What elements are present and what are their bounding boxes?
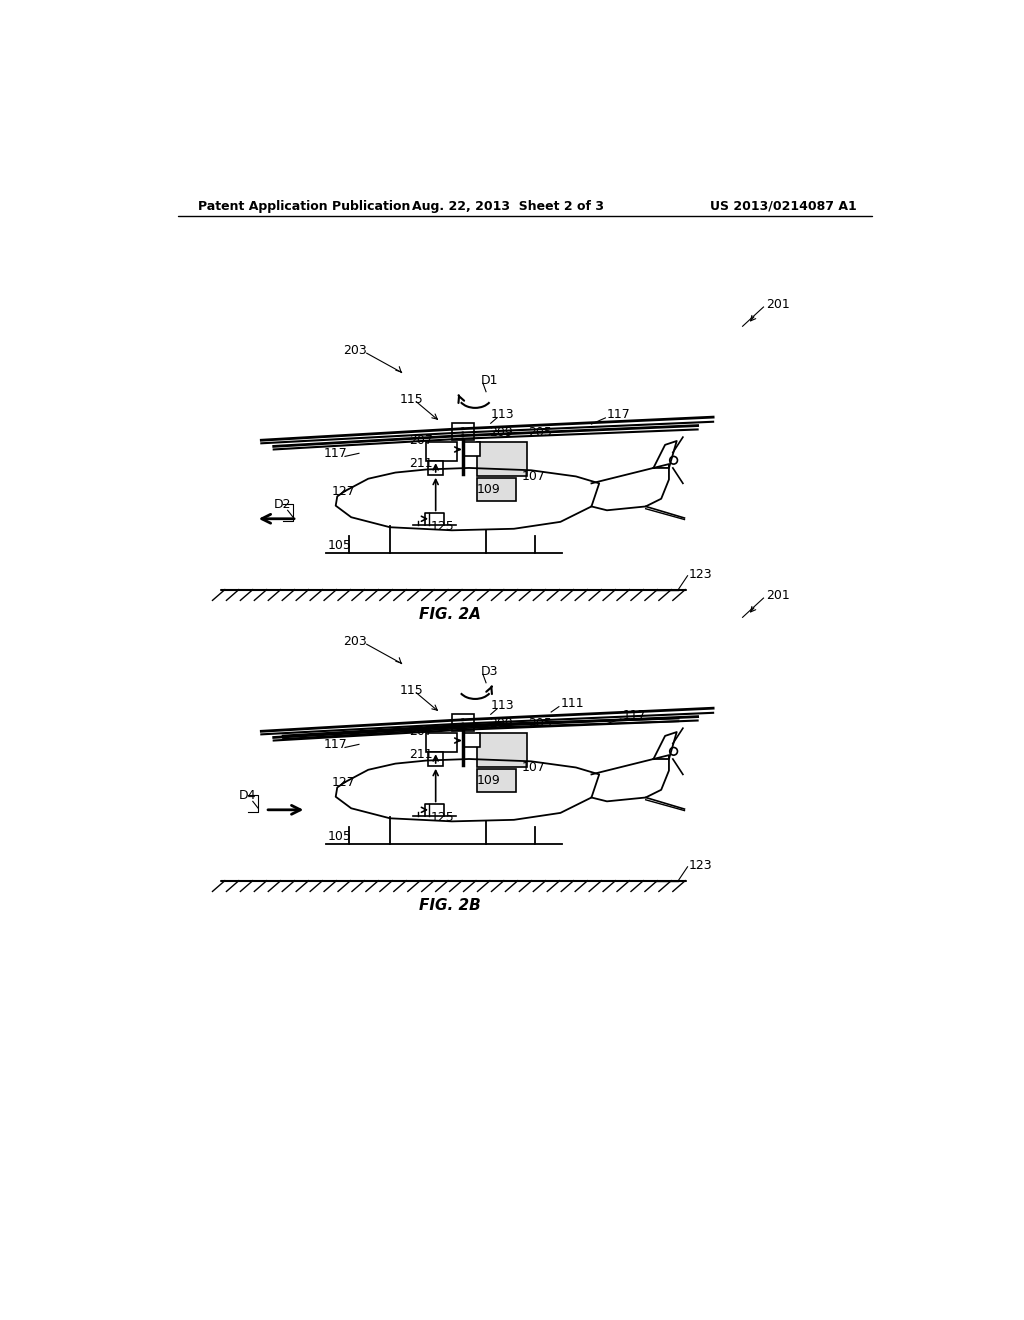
Text: 125: 125 — [431, 520, 455, 533]
Text: 207: 207 — [410, 725, 433, 738]
Text: FIG. 2B: FIG. 2B — [419, 898, 480, 913]
Text: 203: 203 — [343, 635, 368, 648]
Text: 123: 123 — [689, 859, 713, 871]
Text: 205: 205 — [528, 717, 552, 730]
Text: 127: 127 — [332, 776, 355, 789]
Text: FIG. 2A: FIG. 2A — [419, 607, 480, 622]
Bar — [428, 461, 443, 475]
Bar — [477, 478, 515, 502]
Text: 105: 105 — [328, 830, 352, 843]
Text: 115: 115 — [399, 684, 423, 697]
Text: 115: 115 — [399, 393, 423, 407]
Text: 117: 117 — [324, 738, 348, 751]
Text: 205: 205 — [528, 426, 552, 440]
Text: 107: 107 — [521, 760, 546, 774]
Text: Aug. 22, 2013  Sheet 2 of 3: Aug. 22, 2013 Sheet 2 of 3 — [412, 199, 604, 213]
Text: 109: 109 — [477, 774, 501, 787]
Text: 201: 201 — [767, 298, 791, 312]
Text: 201: 201 — [767, 589, 791, 602]
Text: D3: D3 — [480, 665, 498, 677]
Text: 203: 203 — [343, 345, 368, 358]
Text: 109: 109 — [477, 483, 501, 496]
Text: 125: 125 — [431, 810, 455, 824]
Text: D4: D4 — [239, 788, 256, 801]
Bar — [426, 442, 457, 461]
Text: US 2013/0214087 A1: US 2013/0214087 A1 — [710, 199, 856, 213]
Bar — [426, 733, 457, 752]
Bar — [428, 752, 443, 766]
Bar — [464, 733, 480, 747]
Text: 211: 211 — [410, 457, 433, 470]
Bar — [452, 714, 474, 731]
Text: 113: 113 — [490, 700, 514, 713]
Text: 209: 209 — [489, 426, 513, 440]
Bar — [452, 424, 474, 441]
Text: 105: 105 — [328, 539, 352, 552]
Text: 117: 117 — [623, 709, 646, 722]
Text: 111: 111 — [560, 697, 584, 710]
Text: 123: 123 — [689, 568, 713, 581]
Text: Patent Application Publication: Patent Application Publication — [198, 199, 411, 213]
Bar — [477, 442, 527, 477]
Text: 113: 113 — [490, 408, 514, 421]
Bar — [477, 733, 527, 767]
Bar — [464, 442, 480, 455]
Text: D2: D2 — [273, 498, 291, 511]
Text: D1: D1 — [480, 374, 498, 387]
Text: 117: 117 — [607, 408, 631, 421]
Text: 209: 209 — [489, 717, 513, 730]
Text: 207: 207 — [410, 434, 433, 446]
Text: 107: 107 — [521, 470, 546, 483]
Text: 211: 211 — [410, 748, 433, 760]
Bar — [477, 770, 515, 792]
Text: 117: 117 — [324, 446, 348, 459]
Text: 127: 127 — [332, 486, 355, 499]
